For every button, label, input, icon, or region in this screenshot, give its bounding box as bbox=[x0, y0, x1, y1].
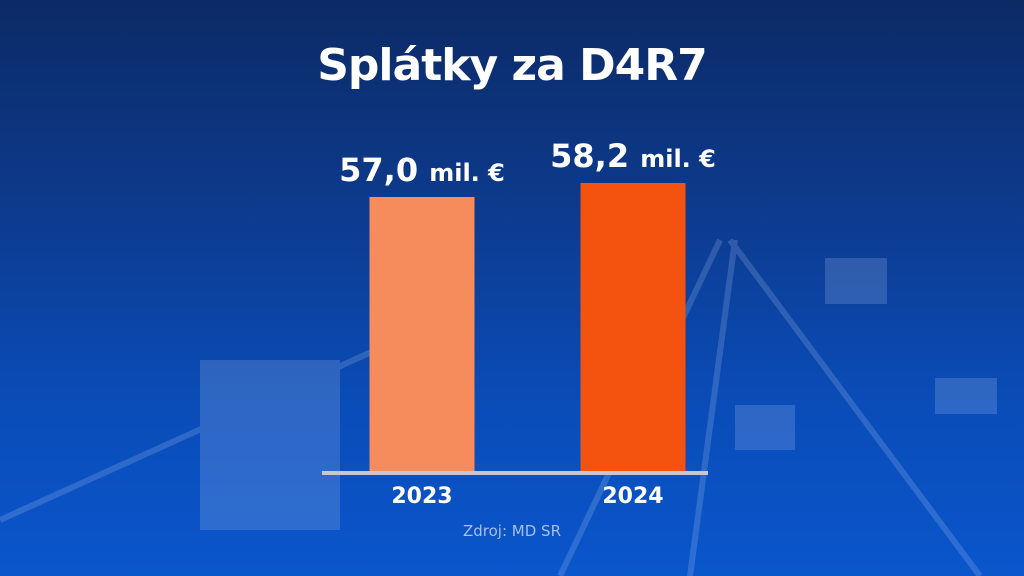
bar-2023 bbox=[370, 197, 475, 472]
bar-chart: 57,0 mil. € 2023 58,2 mil. € 2024 bbox=[0, 0, 1024, 576]
value-label: 58,2 mil. € bbox=[550, 137, 716, 175]
source-note: Zdroj: MD SR bbox=[0, 522, 1024, 540]
value-label: 57,0 mil. € bbox=[339, 151, 505, 189]
x-tick-label: 2023 bbox=[391, 484, 452, 509]
x-tick-label: 2024 bbox=[602, 484, 663, 509]
x-axis-line bbox=[322, 471, 708, 475]
bar-2024 bbox=[581, 183, 686, 472]
